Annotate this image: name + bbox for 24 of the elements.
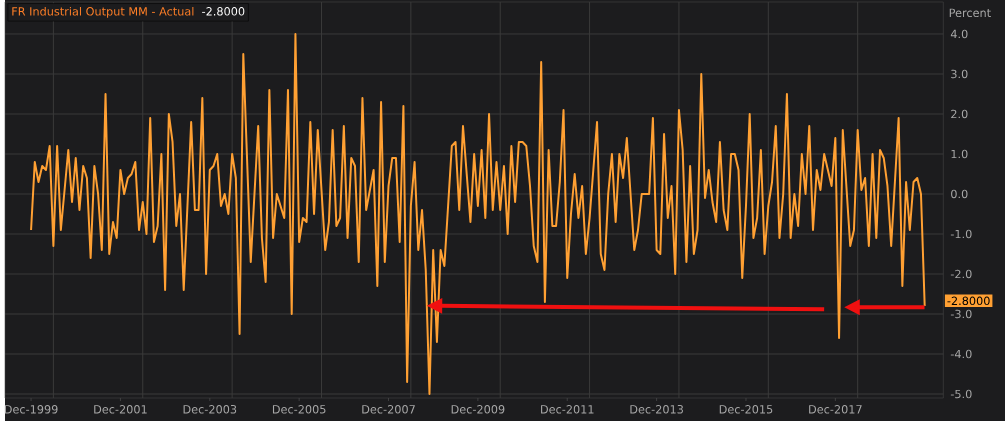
- y-tick-label: -3.0: [950, 309, 972, 319]
- x-tick-label: Dec-2015: [719, 405, 773, 414]
- annotation: -2.8000: [947, 296, 990, 306]
- chart-title: FR Industrial Output MM - Actual: [12, 6, 194, 18]
- x-tick-label: Dec-2005: [272, 405, 326, 414]
- x-tick-label: Dec-2003: [183, 405, 237, 414]
- x-tick-label: Dec-1999: [4, 405, 58, 414]
- x-tick-label: Dec-2017: [809, 405, 862, 414]
- y-tick-label: 3.0: [951, 69, 968, 79]
- y-tick-label: 2.0: [951, 109, 968, 119]
- annotation: -2.8000: [202, 7, 245, 16]
- y-tick-label: 4.0: [950, 29, 968, 39]
- x-tick-label: Dec-2007: [362, 405, 415, 414]
- y-tick-label: -5.0: [950, 389, 972, 399]
- y-tick-label: 0.0: [951, 189, 968, 199]
- x-tick-label: Dec-2001: [94, 405, 147, 414]
- x-tick-label: Dec-2009: [451, 405, 505, 414]
- y-tick-label: -1.0: [950, 229, 972, 239]
- y-axis-title: Percent: [949, 8, 991, 18]
- x-tick-label: Dec-2011: [541, 405, 594, 414]
- x-tick-label: Dec-2013: [630, 405, 683, 414]
- y-tick-label: 1.0: [951, 149, 968, 159]
- y-tick-label: -4.0: [950, 349, 972, 359]
- y-tick-label: -2.0: [950, 269, 972, 279]
